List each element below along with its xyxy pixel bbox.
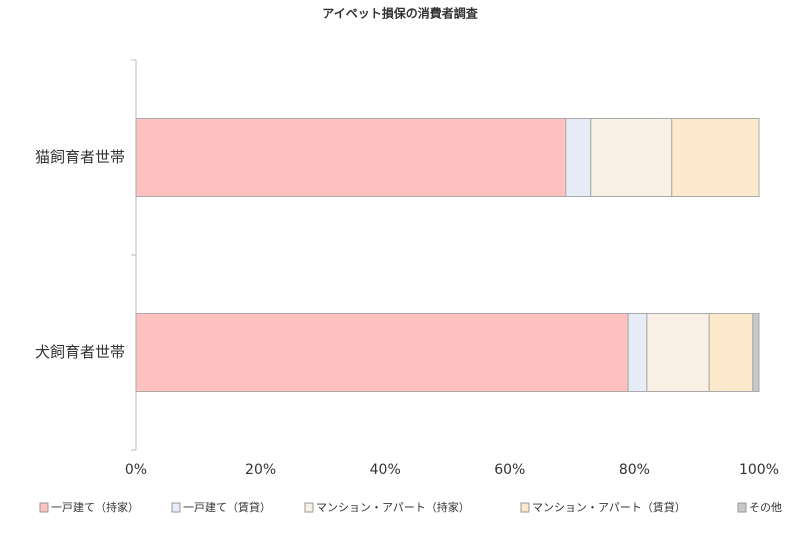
- bar-segment: [590, 118, 673, 197]
- legend-label: 一戸建て（持家）: [51, 500, 139, 514]
- bar-segment: [671, 118, 760, 197]
- legend-label: マンション・アパート（賃貸）: [532, 500, 686, 514]
- legend-swatch: [304, 502, 314, 513]
- chart-title: アイペット損保の消費者調査: [322, 6, 478, 21]
- legend-label: その他: [749, 501, 782, 514]
- legend-swatch: [39, 502, 49, 513]
- bar-segment: [752, 313, 760, 392]
- bar-segment: [135, 313, 629, 392]
- x-tick-label: 80%: [619, 462, 650, 478]
- y-tick-label: 猫飼育者世帯: [35, 148, 125, 166]
- x-tick-label: 20%: [245, 462, 276, 478]
- x-tick-label: 100%: [739, 462, 779, 478]
- bar-segment: [646, 313, 710, 392]
- bar-segment: [135, 118, 567, 197]
- bar-segment: [627, 313, 648, 392]
- legend-swatch: [737, 502, 747, 513]
- x-tick-label: 60%: [494, 462, 525, 478]
- legend-swatch: [171, 502, 181, 513]
- y-tick-label: 犬飼育者世帯: [35, 343, 125, 361]
- bar-segment: [565, 118, 592, 197]
- legend-swatch: [520, 502, 530, 513]
- x-tick-label: 40%: [370, 462, 401, 478]
- legend-label: 一戸建て（賃貸）: [183, 500, 271, 514]
- bar-segment: [708, 313, 754, 392]
- x-tick-label: 0%: [125, 462, 147, 478]
- legend-label: マンション・アパート（持家）: [316, 500, 470, 514]
